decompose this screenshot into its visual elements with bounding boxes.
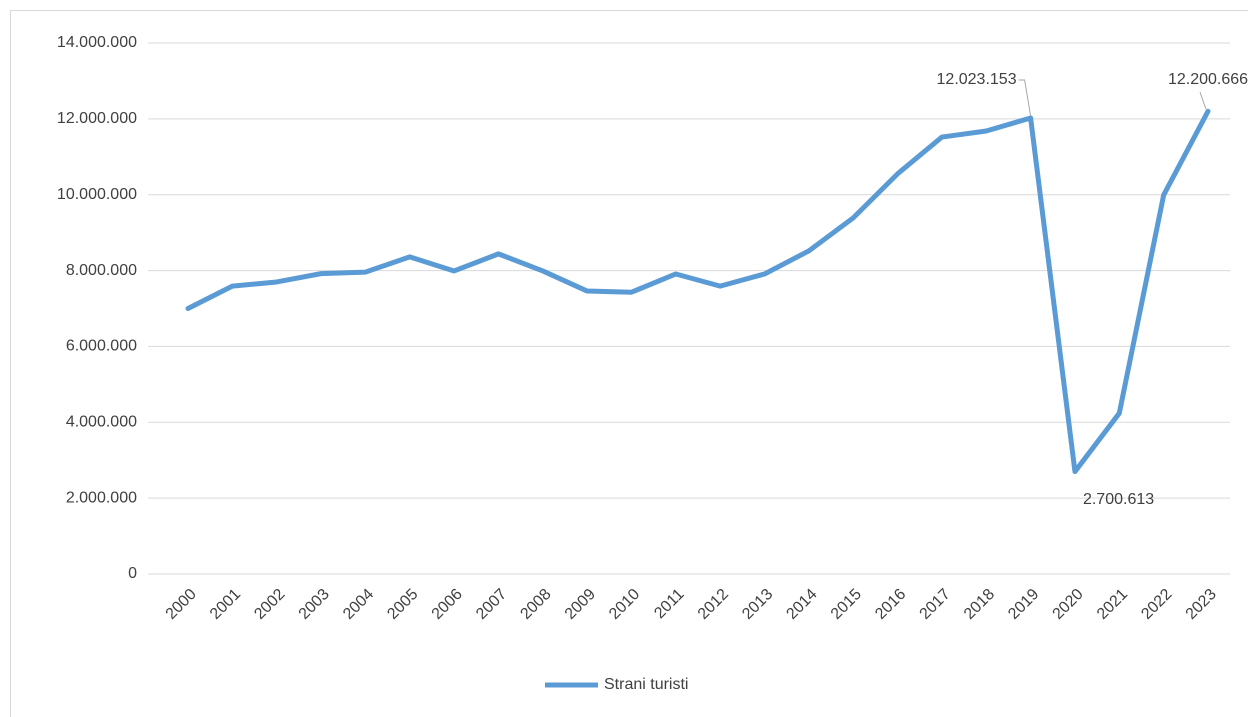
x-tick-label: 2017 xyxy=(917,586,954,623)
x-tick-label: 2009 xyxy=(562,586,599,623)
x-tick-label: 2021 xyxy=(1094,586,1131,623)
y-tick-label: 2.000.000 xyxy=(66,489,137,506)
x-tick-label: 2007 xyxy=(473,586,510,623)
x-tick-label: 2018 xyxy=(961,586,998,623)
x-tick-label: 2004 xyxy=(340,586,377,623)
x-tick-label: 2014 xyxy=(783,586,820,623)
y-tick-label: 6.000.000 xyxy=(66,338,137,355)
y-tick-label: 10.000.000 xyxy=(57,186,137,203)
x-tick-label: 2011 xyxy=(651,586,687,622)
data-label: 12.200.666 xyxy=(1168,71,1248,88)
x-tick-label: 2015 xyxy=(828,586,865,623)
x-tick-label: 2003 xyxy=(296,586,333,623)
data-line xyxy=(185,108,1211,475)
x-tick-label: 2019 xyxy=(1005,586,1042,623)
x-tick-label: 2001 xyxy=(207,586,244,623)
leader-line xyxy=(1018,79,1032,117)
y-tick-label: 12.000.000 xyxy=(57,110,137,127)
x-tick-label: 2012 xyxy=(695,586,732,623)
y-tick-label: 0 xyxy=(128,565,137,582)
data-label: 12.023.153 xyxy=(937,71,1017,88)
data-label: 2.700.613 xyxy=(1083,491,1154,508)
y-tick-label: 4.000.000 xyxy=(66,414,137,431)
x-tick-label: 2000 xyxy=(163,586,200,623)
x-tick-label: 2022 xyxy=(1138,586,1175,623)
leader-line xyxy=(1199,91,1207,110)
x-tick-label: 2010 xyxy=(606,586,643,623)
x-tick-label: 2023 xyxy=(1183,586,1220,623)
x-tick-label: 2005 xyxy=(384,586,421,623)
x-tick-label: 2008 xyxy=(517,586,554,623)
y-tick-label: 8.000.000 xyxy=(66,262,137,279)
x-tick-label: 2013 xyxy=(739,586,776,623)
y-tick-label: 14.000.000 xyxy=(57,34,137,51)
x-tick-label: 2016 xyxy=(872,586,909,623)
legend-label: Strani turisti xyxy=(604,676,688,693)
x-tick-label: 2006 xyxy=(429,586,466,623)
chart-frame xyxy=(10,10,1248,717)
x-tick-label: 2002 xyxy=(251,586,288,623)
x-tick-label: 2020 xyxy=(1050,586,1087,623)
